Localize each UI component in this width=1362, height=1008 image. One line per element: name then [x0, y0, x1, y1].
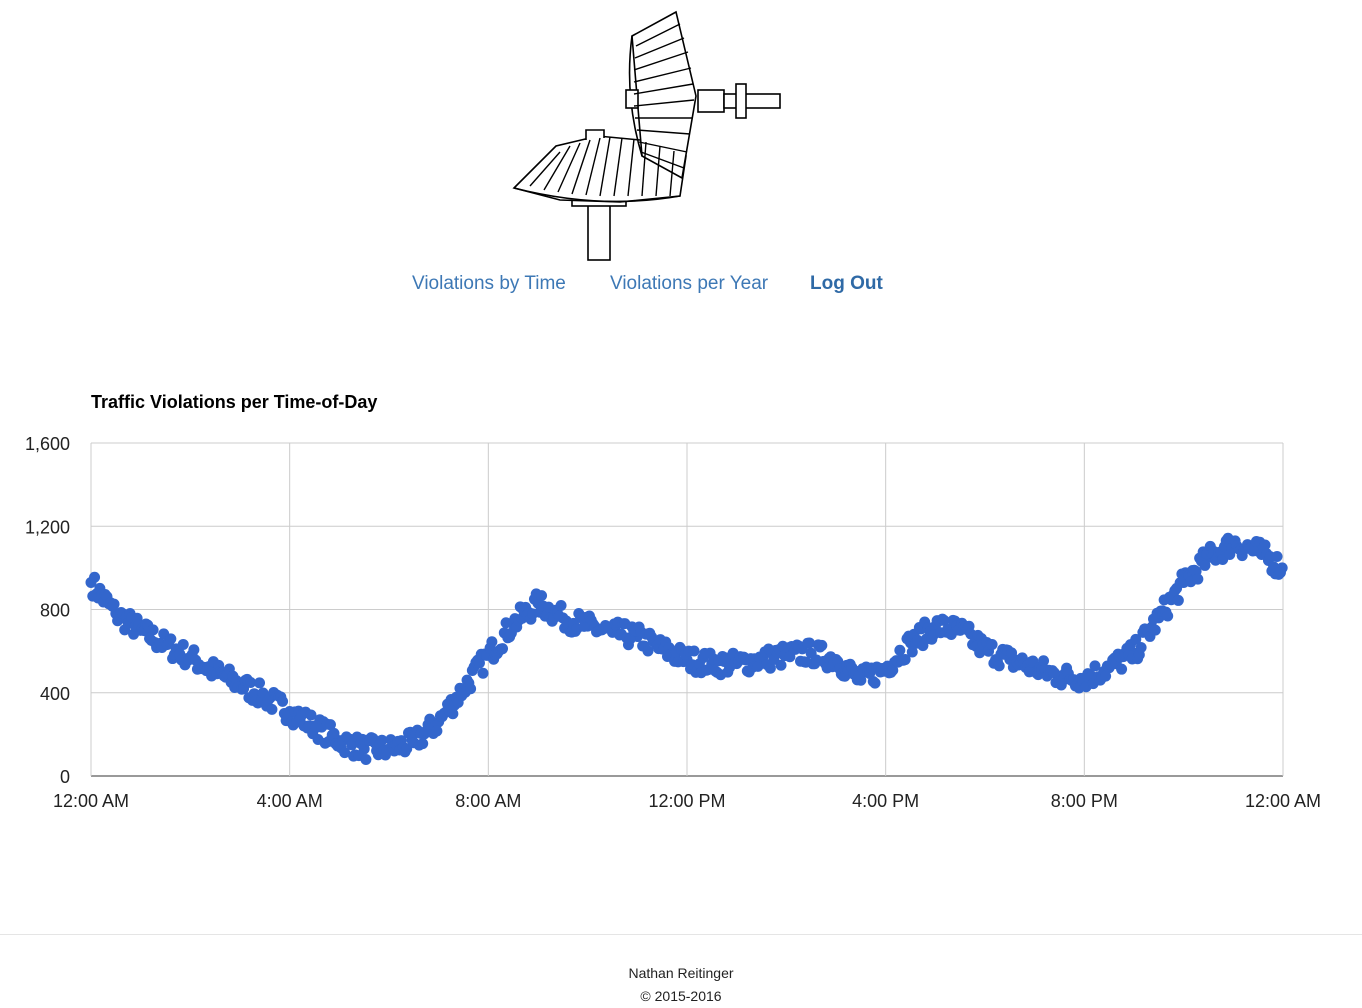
main-nav: Violations by Time Violations per Year L…	[0, 273, 1362, 299]
data-point-dense	[245, 676, 257, 688]
data-point-dense	[266, 703, 278, 715]
data-point-dense	[1038, 655, 1050, 667]
data-point-dense	[986, 638, 998, 650]
data-point-dense	[328, 727, 340, 739]
data-point-dense	[555, 599, 567, 611]
nav-log-out-link[interactable]: Log Out	[810, 273, 883, 294]
speed-camera-logo	[512, 10, 781, 261]
data-point-dense	[1271, 551, 1283, 563]
data-point-dense	[938, 614, 950, 626]
data-point-dense	[816, 639, 828, 651]
data-point-dense	[431, 725, 443, 737]
data-point-dense	[165, 633, 177, 645]
data-point-dense	[1172, 594, 1184, 606]
data-point-dense	[277, 695, 289, 707]
x-tick-label: 12:00 PM	[648, 791, 725, 811]
chart-gridlines	[90, 442, 1284, 777]
data-point-dense	[1274, 567, 1286, 579]
y-tick-label: 400	[40, 684, 70, 704]
y-tick-label: 1,600	[25, 434, 70, 454]
data-point-dense	[500, 617, 512, 629]
data-point-dense	[417, 738, 429, 750]
data-point-dense	[147, 624, 159, 636]
data-point-dense	[894, 644, 906, 656]
data-point-dense	[899, 654, 911, 666]
x-tick-label: 12:00 AM	[1245, 791, 1321, 811]
data-point-dense	[238, 683, 250, 695]
data-point-dense	[254, 677, 266, 689]
x-tick-label: 12:00 AM	[53, 791, 129, 811]
data-point-dense	[177, 638, 189, 650]
data-point-dense	[1174, 577, 1186, 589]
chart-axis-labels: 0 400 800 1,200 1,600 12:00 AM 4:00 AM 8:00 AM 1…	[25, 434, 1321, 811]
x-tick-label: 4:00 AM	[257, 791, 323, 811]
data-point-dense	[1116, 663, 1128, 675]
data-point-dense	[376, 734, 388, 746]
data-point-dense	[1259, 539, 1271, 551]
nav-violations-per-year-link[interactable]: Violations per Year	[610, 273, 769, 294]
data-point-dense	[89, 571, 101, 583]
data-point-dense	[324, 719, 336, 731]
data-point-dense	[497, 643, 509, 655]
y-tick-label: 0	[60, 767, 70, 787]
footer-author: Nathan Reitinger	[628, 965, 734, 981]
data-point-dense	[993, 660, 1005, 672]
data-point-dense	[465, 683, 477, 695]
footer-copyright: © 2015-2016	[640, 988, 722, 1004]
data-point-dense	[486, 636, 498, 648]
data-point-dense	[642, 645, 654, 657]
data-point-dense	[1089, 660, 1101, 672]
data-point-dense	[1199, 559, 1211, 571]
data-point-dense	[1149, 624, 1161, 636]
footer-divider	[0, 934, 1362, 935]
x-tick-label: 8:00 PM	[1051, 791, 1118, 811]
data-point-dense	[401, 743, 413, 755]
data-point-dense	[752, 660, 764, 672]
data-point-dense	[346, 739, 358, 751]
data-point-dense	[360, 754, 372, 766]
data-point-dense	[1100, 670, 1112, 682]
data-point-dense	[688, 645, 700, 657]
data-point-dense	[473, 657, 485, 669]
x-tick-label: 8:00 AM	[455, 791, 521, 811]
data-point-dense	[1162, 610, 1174, 622]
data-point-dense	[536, 590, 548, 602]
data-point-dense	[803, 637, 815, 649]
data-point-dense	[974, 647, 986, 659]
data-point-dense	[1192, 573, 1204, 585]
data-point-dense	[477, 667, 489, 679]
data-point-dense	[339, 747, 351, 759]
data-point-dense	[869, 677, 881, 689]
x-tick-label: 4:00 PM	[852, 791, 919, 811]
nav-violations-by-time-link[interactable]: Violations by Time	[412, 273, 566, 294]
y-tick-label: 800	[40, 601, 70, 621]
data-point-dense	[578, 620, 590, 632]
chart-points	[85, 532, 1288, 766]
data-point-dense	[775, 659, 787, 671]
data-point-dense	[305, 709, 317, 721]
data-point-dense	[447, 708, 459, 720]
data-point-dense	[1130, 633, 1142, 645]
data-point-dense	[1135, 641, 1147, 653]
violations-chart: Traffic Violations per Time-of-Day 0 400 8…	[25, 392, 1321, 811]
chart-title: Traffic Violations per Time-of-Day	[91, 392, 377, 412]
data-point-dense	[764, 662, 776, 674]
data-point-dense	[906, 646, 918, 658]
y-tick-label: 1,200	[25, 517, 70, 537]
data-point-dense	[1048, 667, 1060, 679]
data-point-dense	[188, 644, 200, 656]
data-point-dense	[108, 598, 120, 610]
